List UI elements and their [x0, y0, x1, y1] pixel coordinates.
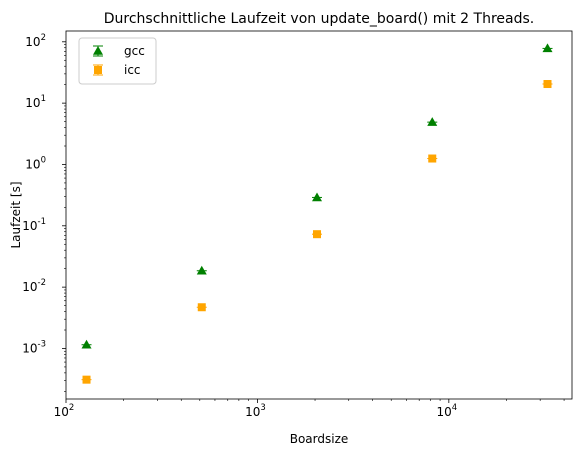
y-tick-label: 101 — [25, 94, 46, 110]
icc-point — [428, 154, 437, 163]
gcc-point — [312, 192, 323, 202]
gcc-point — [196, 265, 207, 275]
legend-marker-icc — [94, 66, 102, 74]
y-tick-exponent: 1 — [41, 94, 46, 104]
legend-marker-gcc — [93, 46, 103, 55]
y-tick-label: 102 — [25, 33, 46, 49]
y-axis-label: Laufzeit [s] — [9, 181, 23, 248]
icc-point — [82, 375, 91, 384]
legend-label-icc: icc — [124, 63, 141, 77]
x-tick-exponent: 3 — [260, 403, 265, 413]
x-tick-label: 103 — [245, 403, 266, 419]
x-tick-label: 102 — [54, 403, 75, 419]
x-tick-exponent: 2 — [69, 403, 74, 413]
x-axis-label: Boardsize — [290, 432, 349, 446]
y-tick-exponent: -1 — [38, 217, 46, 227]
legend: gcc icc — [78, 37, 157, 85]
y-tick-label: 100 — [25, 155, 46, 171]
gcc-point — [542, 43, 553, 53]
gcc-point — [81, 339, 92, 349]
icc-point — [313, 230, 322, 239]
gcc-point — [427, 117, 438, 126]
y-tick-exponent: -3 — [38, 339, 46, 349]
icc-point — [197, 303, 206, 312]
icc-point — [543, 80, 552, 89]
x-tick-label: 104 — [436, 403, 457, 419]
y-tick-label: 10-3 — [22, 339, 46, 355]
y-tick-exponent: -2 — [38, 278, 46, 288]
chart-title: Durchschnittliche Laufzeit von update_bo… — [104, 11, 535, 27]
y-tick-exponent: 0 — [41, 155, 46, 165]
y-tick-label: 10-1 — [22, 217, 46, 233]
plot-frame — [65, 30, 573, 400]
y-tick-label: 10-2 — [22, 278, 46, 294]
x-tick-exponent: 4 — [452, 403, 457, 413]
legend-label-gcc: gcc — [124, 44, 145, 58]
y-tick-exponent: 2 — [41, 33, 46, 43]
